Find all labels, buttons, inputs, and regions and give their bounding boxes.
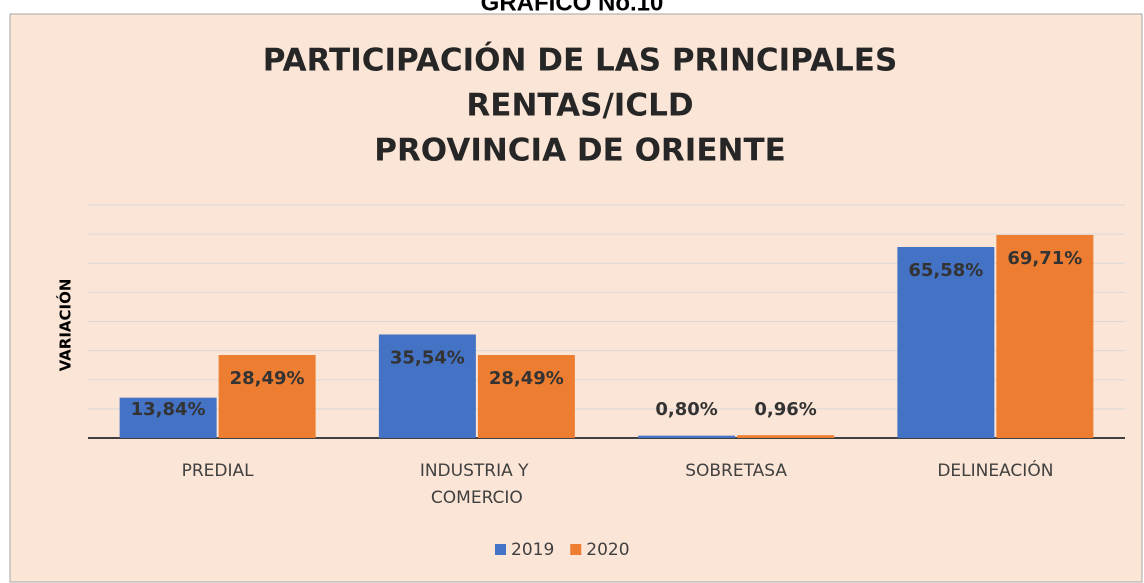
y-axis-label: VARIACIÓN: [56, 279, 75, 372]
bar: [119, 397, 217, 438]
data-label: 35,54%: [390, 347, 465, 368]
x-tick-label: SOBRETASA: [685, 461, 787, 481]
chart-title: RENTAS/ICLD: [466, 88, 693, 124]
data-label: 0,96%: [754, 399, 816, 420]
x-tick-label: PREDIAL: [182, 461, 255, 481]
data-label: 28,49%: [489, 368, 564, 389]
legend-swatch: [495, 544, 506, 555]
bar: [996, 234, 1094, 438]
bar: [218, 355, 316, 438]
chart-title: PARTICIPACIÓN DE LAS PRINCIPALES: [263, 42, 898, 79]
bar: [477, 355, 575, 438]
x-tick-label: DELINEACIÓN: [937, 459, 1053, 481]
caption: GRAFICO No.10: [481, 0, 664, 16]
data-label: 0,80%: [655, 399, 717, 420]
bar: [378, 334, 476, 438]
data-label: 65,58%: [908, 260, 983, 281]
data-label: 28,49%: [230, 368, 305, 389]
data-label: 13,84%: [131, 399, 206, 420]
bar: [737, 435, 835, 438]
x-tick-label: INDUSTRIA Y COMERCIO: [420, 461, 534, 508]
bar: [897, 246, 995, 438]
legend-swatch: [570, 544, 582, 555]
data-label: 69,71%: [1007, 248, 1082, 269]
chart-title: PROVINCIA DE ORIENTE: [374, 133, 786, 169]
legend-label: 2020: [586, 540, 629, 560]
bar: [638, 435, 736, 438]
legend-label: 2019: [511, 540, 554, 560]
